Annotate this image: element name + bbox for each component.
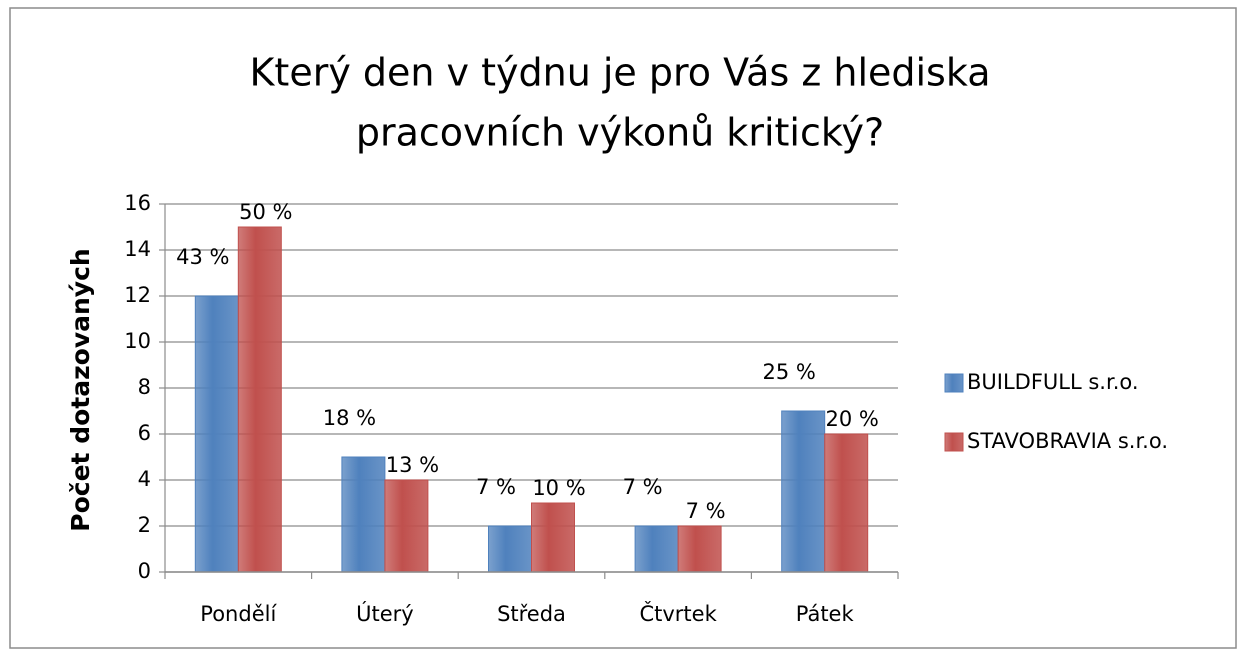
y-tick-label: 6 [138,421,151,445]
bar [634,525,679,573]
x-tick-label: Pátek [796,602,855,626]
bar [824,433,869,573]
y-tick-label: 16 [124,191,151,215]
y-tick-label: 2 [138,513,151,537]
y-tick-label: 8 [138,375,151,399]
legend-swatch [944,432,964,452]
y-tick-label: 4 [138,467,151,491]
data-label: 25 % [763,360,816,384]
data-label: 7 % [623,475,663,499]
bar [781,410,826,573]
bar [194,295,239,573]
data-label: 50 % [239,200,292,224]
data-label: 20 % [826,407,879,431]
x-tick-label: Čtvrtek [639,601,717,626]
legend-swatch [944,373,964,393]
chart-title: Který den v týdnu je pro Vás z hlediska [250,51,991,95]
data-label: 43 % [176,245,229,269]
legend-label: STAVOBRAVIA s.r.o. [967,429,1168,453]
bar [237,226,282,573]
chart-title: pracovních výkonů kritický? [356,111,884,155]
bar [488,525,532,573]
chart-border [9,7,1237,649]
y-tick-label: 12 [124,283,151,307]
x-tick-label: Středa [497,602,566,626]
data-label: 10 % [532,476,585,500]
data-label: 18 % [323,406,376,430]
data-label: 7 % [476,475,516,499]
bar [677,525,722,573]
y-tick-label: 10 [124,329,151,353]
bar [384,479,429,573]
y-tick-label: 0 [138,559,151,583]
y-tick-label: 14 [124,237,151,261]
x-tick-label: Úterý [356,601,414,626]
x-tick-label: Pondělí [200,602,277,626]
bar [341,456,386,573]
y-axis-label: Počet dotazovaných [66,248,95,531]
bar [531,502,575,573]
data-label: 13 % [386,453,439,477]
legend-label: BUILDFULL s.r.o. [967,370,1139,394]
data-label: 7 % [686,499,726,523]
